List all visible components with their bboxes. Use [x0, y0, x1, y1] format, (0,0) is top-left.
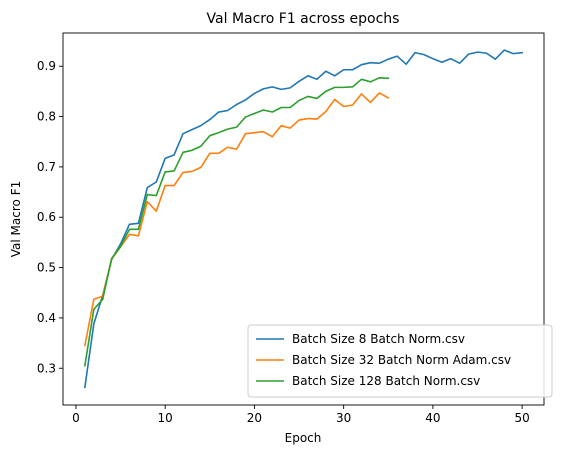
- legend-label-1: Batch Size 8 Batch Norm.csv: [292, 332, 465, 346]
- x-tick-label: 20: [247, 411, 262, 425]
- series-line-2: [83, 92, 390, 347]
- legend-label-2: Batch Size 32 Batch Norm Adam.csv: [292, 353, 511, 367]
- x-tick-label: 40: [425, 411, 440, 425]
- chart-title: Val Macro F1 across epochs: [207, 11, 400, 27]
- x-axis-title: Epoch: [285, 431, 322, 445]
- x-tick-label: 50: [514, 411, 529, 425]
- legend: Batch Size 8 Batch Norm.csv Batch Size 32…: [247, 324, 553, 398]
- legend-box: [247, 324, 553, 398]
- legend-label-3: Batch Size 128 Batch Norm.csv: [292, 374, 480, 388]
- y-tick-label: 0.8: [37, 110, 56, 124]
- plot-area: 0 10 20 30 40 50 0.3 0.4 0.5 0.6 0.7 0.8 0.9: [37, 32, 545, 425]
- plot-frame: [62, 32, 545, 406]
- x-tick-label: 0: [72, 411, 80, 425]
- y-tick-label: 0.3: [37, 361, 56, 375]
- y-tick-label: 0.7: [37, 160, 56, 174]
- y-tick-label: 0.4: [37, 311, 56, 325]
- y-tick-label: 0.5: [37, 261, 56, 275]
- x-tick-label: 30: [336, 411, 351, 425]
- series-line-3: [83, 77, 390, 367]
- y-tick-label: 0.6: [37, 210, 56, 224]
- y-axis-title: Val Macro F1: [9, 181, 23, 257]
- x-tick-label: 10: [158, 411, 173, 425]
- series-line-1: [83, 49, 524, 389]
- y-tick-label: 0.9: [37, 59, 56, 73]
